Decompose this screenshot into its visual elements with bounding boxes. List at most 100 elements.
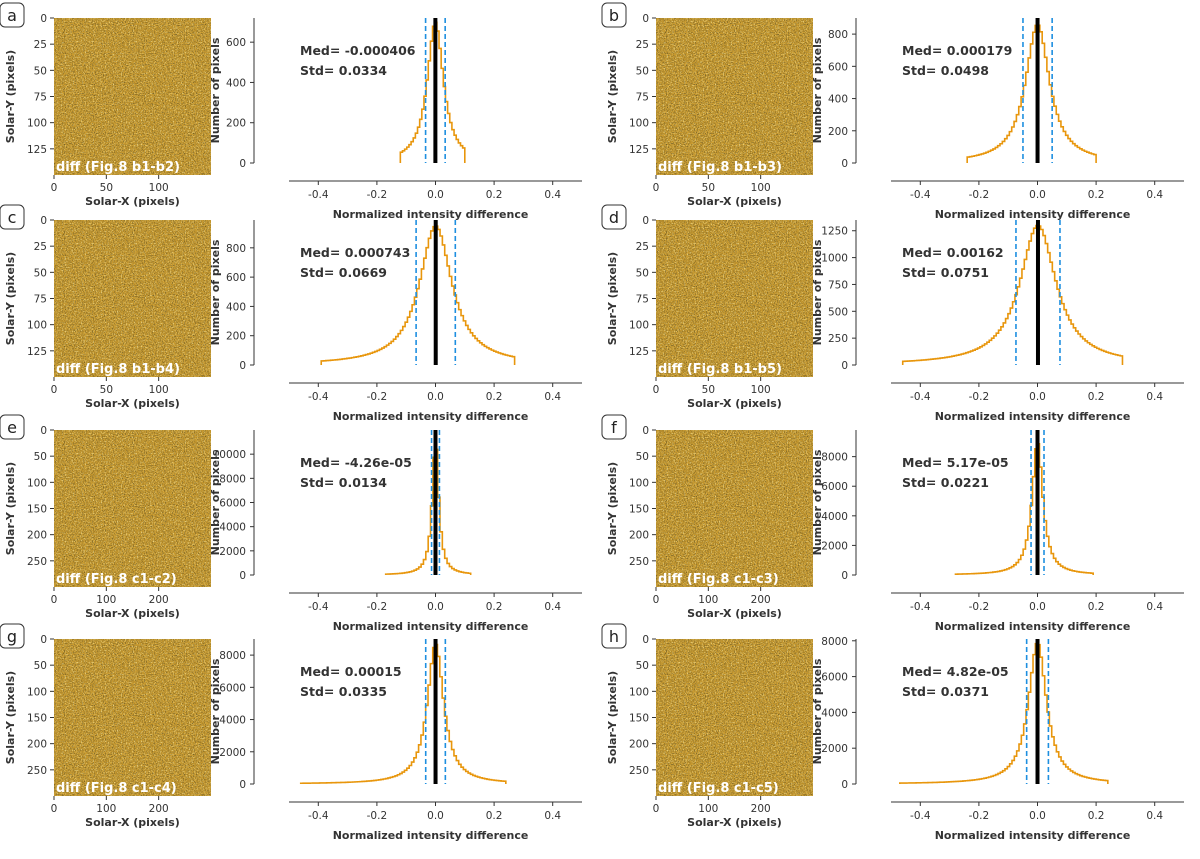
panel-letter-box (0, 204, 25, 230)
img-xtick-label: 100 (149, 384, 169, 396)
img-ytick-label: 100 (629, 477, 649, 489)
hist-ytick-label: 8000 (821, 452, 848, 464)
histogram-a: 0 200 400 600 -0.4 -0.2 0.0 0.2 0.4 Normalized in… (209, 18, 582, 221)
diff-image-label: diff (Fig.8 c1-c2) (56, 572, 177, 587)
hist-xtick-label: 0.4 (544, 391, 561, 403)
panel-letter-text: c (8, 208, 17, 227)
hist-ytick-label: 600 (226, 37, 246, 49)
hist-xtick-label: 0.0 (427, 601, 444, 613)
hist-ytick-label: 250 (828, 333, 848, 345)
img-xtick-label: 100 (751, 182, 771, 194)
img-ytick-label: 0 (642, 634, 649, 646)
img-ytick-label: 100 (27, 686, 47, 698)
hist-xtick-label: -0.2 (367, 601, 388, 613)
img-xtick-label: 0 (51, 803, 58, 815)
hist-ytick-label: 8000 (821, 636, 848, 648)
hist-ytick-label: 0 (841, 158, 848, 170)
hist-ytick-label: 200 (828, 126, 848, 138)
hist-xtick-label: 0.0 (1029, 601, 1046, 613)
hist-ytick-label: 0 (841, 570, 848, 582)
hist-ytick-label: 4000 (219, 522, 246, 534)
panel-h: h diff (Fig.8 c1-c5) 0 50 100 150 200 250 0 100 20… (601, 623, 1184, 842)
img-ytick-label: 200 (27, 739, 47, 751)
panel-f: f diff (Fig.8 c1-c3) 0 50 100 150 200 250 0 100 20… (601, 414, 1184, 633)
histogram-curve (901, 224, 1124, 365)
histogram-g: 0 2000 4000 6000 8000 -0.4 -0.2 0.0 0.2 0.4 Normal… (209, 639, 582, 842)
histogram-curve (954, 443, 1094, 575)
img-ytick-label: 50 (636, 267, 649, 279)
panel-letter-text: a (7, 6, 17, 25)
hist-ytick-label: 10000 (213, 449, 246, 461)
diff-image-e: diff (Fig.8 c1-c2) 0 50 100 150 200 250 0 100 200… (4, 425, 211, 620)
hist-ytick-label: 2000 (821, 540, 848, 552)
hist-xtick-label: 0.2 (486, 189, 503, 201)
hist-ylabel: Number of pixels (209, 449, 222, 555)
img-xtick-label: 0 (51, 384, 58, 396)
img-xlabel: Solar-X (pixels) (687, 195, 782, 208)
histogram-curve (299, 643, 507, 785)
panel-letter-b: b (601, 2, 627, 28)
img-xtick-label: 100 (698, 803, 718, 815)
img-ylabel: Solar-Y (pixels) (606, 50, 619, 143)
img-ytick-label: 50 (636, 65, 649, 77)
diff-image-label: diff (Fig.8 b1-b3) (658, 160, 782, 175)
diff-image-noise-light (54, 639, 211, 796)
hist-xtick-label: 0.2 (486, 601, 503, 613)
panel-letter-box (0, 2, 25, 28)
panel-letter-c: c (0, 204, 25, 230)
hist-ytick-label: 8000 (219, 650, 246, 662)
img-xlabel: Solar-X (pixels) (687, 816, 782, 829)
img-xtick-label: 0 (653, 182, 660, 194)
hist-xtick-label: -0.2 (367, 189, 388, 201)
img-xtick-label: 50 (100, 182, 113, 194)
median-text: Med= -4.26e-05 (300, 455, 412, 470)
hist-ytick-label: 400 (226, 77, 246, 89)
img-ytick-label: 100 (27, 320, 47, 332)
diff-image-label: diff (Fig.8 c1-c5) (658, 781, 779, 796)
img-ytick-label: 50 (636, 451, 649, 463)
img-xtick-label: 100 (698, 594, 718, 606)
hist-xtick-label: 0.0 (427, 810, 444, 822)
hist-xtick-label: 0.4 (544, 189, 561, 201)
img-ytick-label: 125 (629, 346, 649, 358)
hist-xtick-label: -0.2 (969, 601, 990, 613)
histogram-h: 0 2000 4000 6000 8000 -0.4 -0.2 0.0 0.2 0.4 Normal… (811, 636, 1184, 842)
img-xtick-label: 0 (653, 384, 660, 396)
hist-xlabel: Normalized intensity difference (935, 829, 1131, 842)
img-xtick-label: 0 (51, 594, 58, 606)
hist-ytick-label: 800 (226, 243, 246, 255)
panel-e: e diff (Fig.8 c1-c2) 0 50 100 150 200 250 0 100 20… (0, 414, 582, 633)
panel-letter-box (0, 623, 25, 649)
hist-xlabel: Normalized intensity difference (333, 829, 529, 842)
hist-ytick-label: 6000 (219, 498, 246, 510)
img-ytick-label: 200 (629, 530, 649, 542)
img-xtick-label: 0 (653, 803, 660, 815)
hist-xtick-label: 0.2 (1088, 189, 1105, 201)
img-xlabel: Solar-X (pixels) (85, 816, 180, 829)
panel-letter-box (601, 2, 627, 28)
img-ytick-label: 25 (34, 241, 47, 253)
panel-letter-box (601, 204, 627, 230)
hist-xtick-label: -0.2 (969, 810, 990, 822)
img-xtick-label: 100 (149, 182, 169, 194)
hist-ytick-label: 6000 (821, 672, 848, 684)
img-ytick-label: 150 (629, 504, 649, 516)
panel-letter-text: g (7, 627, 17, 646)
std-text: Std= 0.0221 (902, 475, 989, 490)
hist-ytick-label: 0 (239, 779, 246, 791)
hist-ylabel: Number of pixels (209, 658, 222, 764)
histogram-b: 0 200 400 600 800 -0.4 -0.2 0.0 0.2 0.4 Normalized… (811, 18, 1184, 221)
median-text: Med= 0.000179 (902, 43, 1012, 58)
img-xtick-label: 200 (751, 803, 771, 815)
img-xlabel: Solar-X (pixels) (687, 397, 782, 410)
hist-xtick-label: 0.0 (427, 391, 444, 403)
img-xtick-label: 0 (653, 594, 660, 606)
hist-xlabel: Normalized intensity difference (333, 620, 529, 633)
diff-image-noise-light (54, 430, 211, 587)
diff-image-noise-light (656, 639, 813, 796)
histogram-curve (399, 21, 466, 163)
hist-xtick-label: -0.4 (308, 189, 329, 201)
hist-xtick-label: -0.4 (910, 391, 931, 403)
